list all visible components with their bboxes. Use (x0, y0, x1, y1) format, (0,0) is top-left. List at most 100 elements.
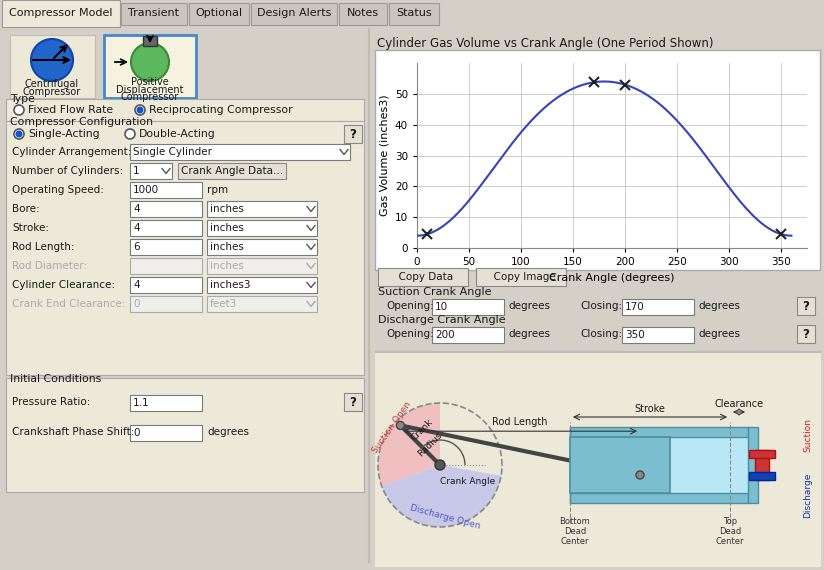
Text: Compressor Configuration: Compressor Configuration (10, 117, 153, 127)
Text: Double-Acting: Double-Acting (139, 129, 216, 139)
Bar (622, 299, 694, 315)
Text: 10: 10 (435, 302, 448, 312)
Bar (121, 3, 187, 25)
Text: Opening:: Opening: (386, 301, 433, 311)
Text: rpm: rpm (207, 185, 228, 195)
Text: Copy Image: Copy Image (487, 272, 555, 282)
Bar (748, 427, 758, 503)
Text: Crank Angle: Crank Angle (440, 477, 495, 486)
Text: Rod Diameter:: Rod Diameter: (12, 261, 87, 271)
Text: Cylinder Clearance:: Cylinder Clearance: (12, 280, 115, 290)
Bar (797, 297, 815, 315)
Bar (6, 121, 364, 375)
Bar (178, 163, 286, 179)
Bar (378, 268, 468, 286)
Text: Notes: Notes (347, 9, 379, 18)
Text: Suction: Suction (803, 418, 812, 452)
Text: Top: Top (723, 516, 737, 526)
Bar (622, 327, 694, 343)
Text: inches: inches (210, 261, 244, 271)
Bar (670, 437, 748, 493)
Bar (10, 35, 95, 98)
Bar (207, 277, 317, 293)
Text: 1000: 1000 (133, 185, 159, 195)
Bar (2, 0, 120, 27)
Text: Stroke: Stroke (634, 404, 666, 414)
Text: Rod Length:: Rod Length: (12, 242, 74, 252)
Circle shape (138, 107, 143, 113)
Bar (797, 325, 815, 343)
Bar (130, 201, 202, 217)
Bar (189, 3, 249, 25)
Bar (251, 3, 337, 25)
Bar (130, 163, 172, 179)
Text: Discharge Crank Angle: Discharge Crank Angle (378, 315, 506, 325)
Bar (570, 427, 748, 437)
Circle shape (125, 129, 135, 139)
Text: Centrifugal: Centrifugal (25, 79, 79, 89)
Text: Initial Conditions: Initial Conditions (10, 374, 101, 384)
Bar (207, 201, 317, 217)
Y-axis label: Gas Volume (inches3): Gas Volume (inches3) (379, 95, 389, 216)
Text: Rod Length: Rod Length (493, 417, 548, 427)
Bar (375, 352, 820, 566)
Text: ?: ? (803, 299, 809, 312)
Text: degrees: degrees (508, 301, 550, 311)
Bar (130, 258, 202, 274)
Bar (130, 144, 350, 160)
Text: 350: 350 (625, 330, 644, 340)
Bar (375, 50, 820, 270)
Circle shape (14, 105, 24, 115)
Bar (570, 493, 748, 503)
Text: 4: 4 (133, 280, 139, 290)
Text: Center: Center (716, 536, 744, 545)
Text: degrees: degrees (207, 427, 249, 437)
Text: Discharge: Discharge (803, 473, 812, 518)
Text: Compressor: Compressor (121, 92, 179, 102)
Text: Positive: Positive (131, 77, 169, 87)
Bar (368, 28, 369, 562)
Text: 4: 4 (133, 223, 139, 233)
Text: Cylinder Arrangement:: Cylinder Arrangement: (12, 147, 131, 157)
Bar (130, 220, 202, 236)
Bar (130, 425, 202, 441)
Text: 0: 0 (133, 428, 139, 438)
Text: 1: 1 (133, 166, 139, 176)
Text: degrees: degrees (508, 329, 550, 339)
Text: Crank End Clearance:: Crank End Clearance: (12, 299, 125, 309)
Text: inches3: inches3 (210, 280, 250, 290)
Text: Transient: Transient (129, 9, 180, 18)
Bar (104, 35, 196, 98)
Circle shape (435, 460, 445, 470)
Text: Crankshaft Phase Shift:: Crankshaft Phase Shift: (12, 427, 134, 437)
Text: Closing:: Closing: (580, 301, 622, 311)
Text: Closing:: Closing: (580, 329, 622, 339)
Bar (6, 378, 364, 492)
Bar (207, 258, 317, 274)
Text: 200: 200 (435, 330, 455, 340)
Text: inches: inches (210, 242, 244, 252)
Text: 170: 170 (625, 302, 644, 312)
Text: Reciprocating Compressor: Reciprocating Compressor (149, 105, 293, 115)
Bar (344, 125, 362, 143)
Circle shape (636, 471, 644, 479)
Bar (476, 268, 566, 286)
Bar (432, 299, 504, 315)
Text: Operating Speed:: Operating Speed: (12, 185, 104, 195)
Bar (0, 0, 824, 23)
Text: Clearance: Clearance (714, 399, 764, 409)
Text: Optional: Optional (195, 9, 242, 18)
Bar (207, 296, 317, 312)
Text: Stroke:: Stroke: (12, 223, 49, 233)
Text: inches: inches (210, 223, 244, 233)
Text: inches: inches (210, 204, 244, 214)
Text: feet3: feet3 (210, 299, 237, 309)
Bar (130, 395, 202, 411)
Text: Copy Data: Copy Data (392, 272, 453, 282)
Bar (570, 437, 748, 493)
Text: Compressor: Compressor (23, 87, 81, 97)
Text: Dead: Dead (564, 527, 586, 535)
Wedge shape (378, 403, 440, 486)
Text: 1.1: 1.1 (133, 398, 150, 408)
Text: Single Cylinder: Single Cylinder (133, 147, 212, 157)
